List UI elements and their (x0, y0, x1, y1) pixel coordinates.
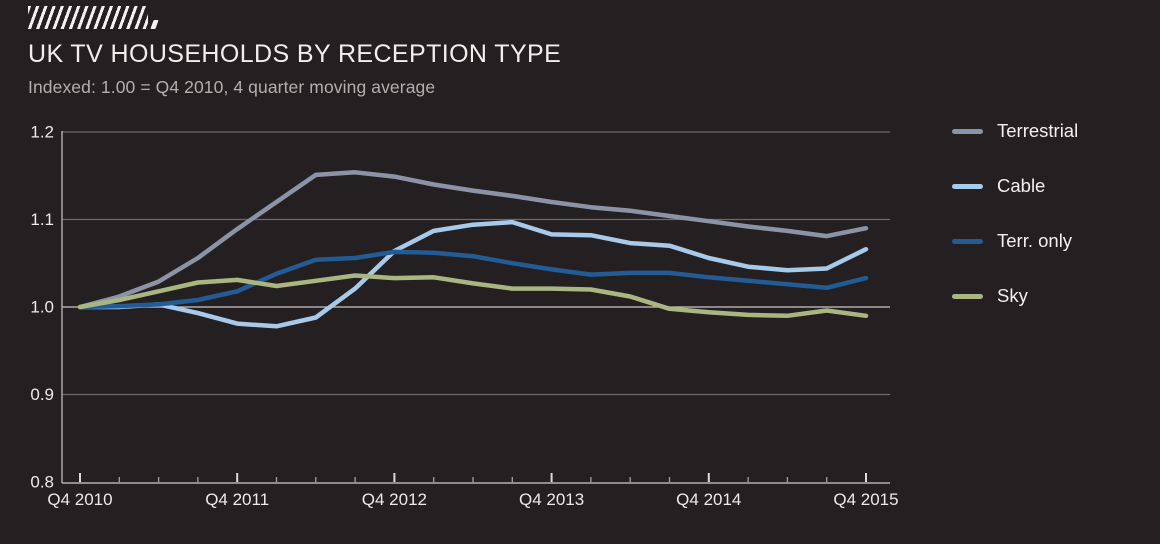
chart-title: UK TV HOUSEHOLDS BY RECEPTION TYPE (28, 40, 562, 68)
x-axis-label: Q4 2012 (362, 490, 427, 509)
legend-item-label: Sky (997, 285, 1028, 306)
legend-item-label: Cable (997, 175, 1046, 196)
legend-item-terr-only: Terr. only (952, 230, 1073, 251)
brand-hatch-logo (28, 6, 162, 30)
y-axis-label-1.1: 1.1 (30, 210, 54, 229)
x-axis-label: Q4 2011 (205, 490, 269, 509)
x-axis-label: Q4 2013 (519, 490, 584, 509)
legend-item-label: Terr. only (997, 230, 1073, 251)
y-axis-label-1.2: 1.2 (30, 123, 54, 142)
y-axis-label-0.9: 0.9 (30, 385, 54, 404)
series-line-cable (77, 219, 869, 329)
series-line-terrestrial (77, 170, 869, 310)
hatch-stripes-icon (28, 6, 148, 29)
y-axis-label-0.8: 0.8 (30, 473, 54, 492)
x-axis-label: Q4 2015 (833, 490, 898, 509)
legend-swatch-icon (952, 293, 983, 299)
legend-swatch-icon (952, 183, 983, 189)
series-line-terr-only (77, 249, 869, 310)
legend-item-terrestrial: Terrestrial (952, 120, 1079, 141)
legend-swatch-icon (952, 128, 983, 134)
legend-swatch-icon (952, 238, 983, 244)
legend-item-label: Terrestrial (997, 120, 1079, 141)
series-line-sky (77, 273, 869, 319)
chart-subtitle: Indexed: 1.00 = Q4 2010, 4 quarter movin… (28, 77, 436, 97)
x-axis-label: Q4 2010 (47, 490, 112, 509)
y-axis-label-1.0: 1.0 (30, 298, 54, 317)
legend-item-sky: Sky (952, 285, 1028, 306)
legend-item-cable: Cable (952, 175, 1046, 196)
x-axis-label: Q4 2014 (676, 490, 741, 509)
